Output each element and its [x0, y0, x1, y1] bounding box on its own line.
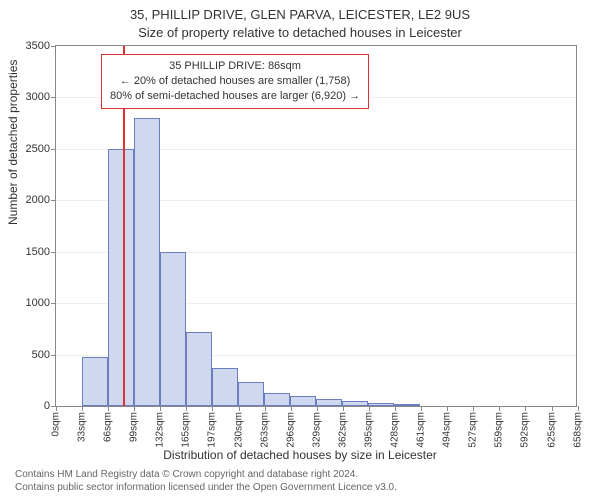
xtick-mark: [317, 406, 318, 411]
chart-container: 35, PHILLIP DRIVE, GLEN PARVA, LEICESTER…: [0, 0, 600, 500]
annotation-line: ← 20% of detached houses are smaller (1,…: [110, 74, 360, 89]
xtick-mark: [395, 406, 396, 411]
xtick-label: 165sqm: [181, 412, 192, 448]
footer: Contains HM Land Registry data © Crown c…: [15, 468, 397, 494]
xtick-mark: [499, 406, 500, 411]
x-axis-label: Distribution of detached houses by size …: [0, 448, 600, 462]
xtick-mark: [160, 406, 161, 411]
xtick-label: 428sqm: [390, 412, 401, 448]
xtick-label: 132sqm: [155, 412, 166, 448]
ytick-label: 500: [32, 349, 56, 361]
xtick-mark: [265, 406, 266, 411]
y-axis-label: Number of detached properties: [6, 60, 20, 225]
ytick-label: 0: [44, 400, 56, 412]
xtick-label: 658sqm: [572, 412, 583, 448]
xtick-mark: [291, 406, 292, 411]
ytick-label: 3000: [26, 91, 56, 103]
xtick-label: 527sqm: [468, 412, 479, 448]
xtick-mark: [578, 406, 579, 411]
ytick-label: 2000: [26, 194, 56, 206]
xtick-label: 197sqm: [207, 412, 218, 448]
histogram-bar: [186, 332, 212, 406]
xtick-mark: [552, 406, 553, 411]
xtick-mark: [239, 406, 240, 411]
chart-subtitle: Size of property relative to detached ho…: [0, 25, 600, 40]
xtick-label: 296sqm: [285, 412, 296, 448]
xtick-label: 461sqm: [416, 412, 427, 448]
xtick-label: 395sqm: [363, 412, 374, 448]
histogram-bar: [108, 149, 134, 406]
xtick-mark: [108, 406, 109, 411]
histogram-bar: [82, 357, 108, 406]
xtick-label: 230sqm: [233, 412, 244, 448]
xtick-mark: [525, 406, 526, 411]
annotation-line: 35 PHILLIP DRIVE: 86sqm: [110, 59, 360, 74]
histogram-bar: [394, 404, 420, 406]
histogram-bar: [134, 118, 160, 406]
xtick-label: 559sqm: [494, 412, 505, 448]
histogram-bar: [368, 403, 394, 406]
xtick-mark: [369, 406, 370, 411]
xtick-label: 263sqm: [259, 412, 270, 448]
annotation-box: 35 PHILLIP DRIVE: 86sqm ← 20% of detache…: [101, 54, 369, 109]
xtick-mark: [473, 406, 474, 411]
xtick-label: 625sqm: [546, 412, 557, 448]
ytick-label: 1000: [26, 297, 56, 309]
xtick-mark: [212, 406, 213, 411]
histogram-bar: [290, 396, 316, 406]
xtick-label: 362sqm: [337, 412, 348, 448]
histogram-bar: [316, 399, 342, 406]
xtick-label: 66sqm: [103, 412, 114, 442]
xtick-mark: [82, 406, 83, 411]
ytick-label: 1500: [26, 246, 56, 258]
xtick-label: 494sqm: [442, 412, 453, 448]
histogram-bar: [238, 382, 264, 406]
ytick-label: 3500: [26, 40, 56, 52]
xtick-mark: [421, 406, 422, 411]
xtick-mark: [134, 406, 135, 411]
histogram-bar: [212, 368, 238, 406]
histogram-bar: [264, 393, 290, 406]
ytick-label: 2500: [26, 143, 56, 155]
xtick-label: 592sqm: [520, 412, 531, 448]
annotation-line: 80% of semi-detached houses are larger (…: [110, 89, 360, 104]
histogram-bar: [342, 401, 368, 406]
chart-title: 35, PHILLIP DRIVE, GLEN PARVA, LEICESTER…: [0, 7, 600, 22]
xtick-label: 0sqm: [51, 412, 62, 436]
xtick-mark: [447, 406, 448, 411]
histogram-bar: [160, 252, 186, 406]
xtick-mark: [343, 406, 344, 411]
footer-line: Contains HM Land Registry data © Crown c…: [15, 468, 397, 481]
xtick-label: 329sqm: [311, 412, 322, 448]
xtick-label: 33sqm: [77, 412, 88, 442]
footer-line: Contains public sector information licen…: [15, 481, 397, 494]
xtick-mark: [186, 406, 187, 411]
xtick-mark: [56, 406, 57, 411]
plot-area: 05001000150020002500300035000sqm33sqm66s…: [55, 45, 577, 407]
xtick-label: 99sqm: [129, 412, 140, 442]
